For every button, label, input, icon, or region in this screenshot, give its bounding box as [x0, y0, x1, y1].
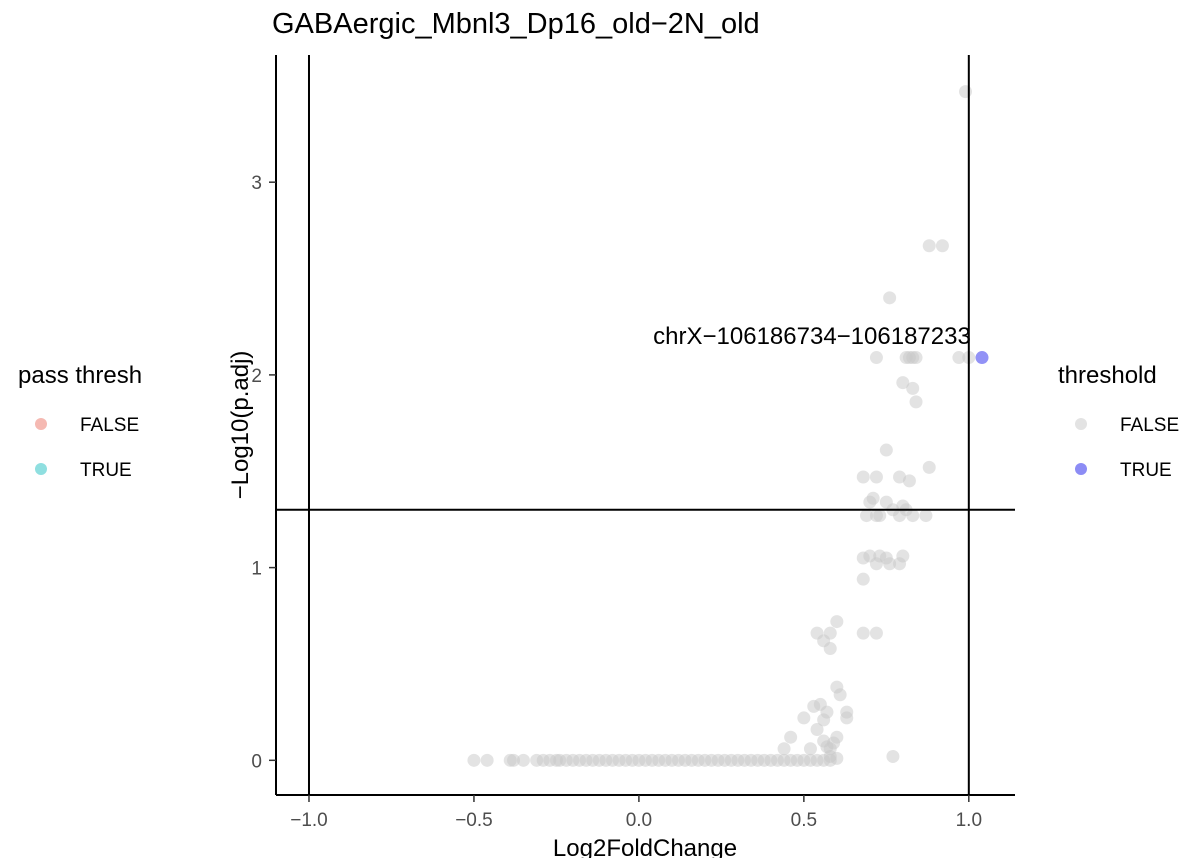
data-points [467, 85, 989, 767]
data-point-false [784, 730, 798, 744]
data-point-false [823, 753, 837, 767]
data-point-false [893, 557, 907, 571]
data-point-false [869, 626, 883, 640]
data-point-false [909, 351, 923, 365]
y-tick-label: 1 [251, 559, 262, 580]
chart-title: GABAergic_Mbnl3_Dp16_old−2N_old [272, 8, 760, 40]
data-point-false [856, 572, 870, 586]
data-point-false [810, 722, 824, 736]
legend-threshold: threshold FALSE TRUE [1058, 362, 1179, 481]
data-point-false [797, 711, 811, 725]
data-point-false [909, 395, 923, 409]
data-point-false [817, 713, 831, 727]
x-axis-ticks: −1.0 −0.5 0.0 0.5 1.0 [290, 795, 982, 831]
legend-title-threshold: threshold [1058, 362, 1157, 389]
y-tick-label: 0 [251, 751, 262, 772]
data-point-false [869, 470, 883, 484]
legend-title-pass-thresh: pass thresh [18, 362, 142, 389]
data-point-false [869, 557, 883, 571]
data-point-false [922, 239, 936, 253]
data-point-false [893, 509, 907, 523]
data-point-false [883, 557, 897, 571]
data-point-false [906, 381, 920, 395]
data-point-false [777, 742, 791, 756]
data-point-true [975, 351, 989, 365]
data-point-false [959, 85, 973, 99]
legend-key-threshold-false [1075, 418, 1087, 430]
data-point-false [860, 509, 874, 523]
legend-label-pass-false: FALSE [80, 415, 139, 436]
data-point-false [863, 495, 877, 509]
data-point-false [906, 509, 920, 523]
data-point-false [467, 753, 481, 767]
data-point-false [935, 239, 949, 253]
data-point-false [840, 711, 854, 725]
data-point-false [893, 470, 907, 484]
data-point-false [922, 460, 936, 474]
legend-key-threshold-true [1075, 463, 1087, 475]
data-point-false [873, 509, 887, 523]
point-annotation: chrX−106186734−106187233 [653, 323, 971, 350]
x-axis-title: Log2FoldChange [553, 835, 737, 858]
legend-label-threshold-false: FALSE [1120, 415, 1179, 436]
x-tick-label: 0.5 [791, 810, 817, 831]
y-axis-title: −Log10(p.adj) [227, 351, 254, 500]
data-point-false [823, 642, 837, 656]
data-point-false [833, 688, 847, 702]
data-point-false [507, 753, 521, 767]
y-axis-ticks: 0 1 2 3 [251, 173, 276, 772]
y-tick-label: 3 [251, 173, 262, 194]
x-tick-label: −1.0 [290, 810, 328, 831]
data-point-false [480, 753, 494, 767]
legend-key-pass-false [35, 418, 47, 430]
data-point-false [856, 470, 870, 484]
data-point-false [830, 615, 844, 629]
data-point-false [902, 474, 916, 488]
y-tick-label: 2 [251, 366, 262, 387]
data-point-false [856, 626, 870, 640]
data-point-false [919, 509, 933, 523]
data-point-false [883, 291, 897, 305]
x-tick-label: 0.0 [626, 810, 652, 831]
data-point-false [952, 351, 966, 365]
legend-key-pass-true [35, 463, 47, 475]
data-point-false [886, 749, 900, 763]
x-tick-label: 1.0 [956, 810, 982, 831]
data-point-false [516, 753, 530, 767]
reference-lines [276, 55, 1015, 795]
legend-pass-thresh: pass thresh FALSE TRUE [18, 362, 142, 481]
x-tick-label: −0.5 [455, 810, 493, 831]
data-point-false [896, 376, 910, 390]
legend-label-threshold-true: TRUE [1120, 460, 1172, 481]
data-point-false [879, 443, 893, 457]
legend-label-pass-true: TRUE [80, 460, 132, 481]
data-point-false [803, 742, 817, 756]
data-point-false [869, 351, 883, 365]
